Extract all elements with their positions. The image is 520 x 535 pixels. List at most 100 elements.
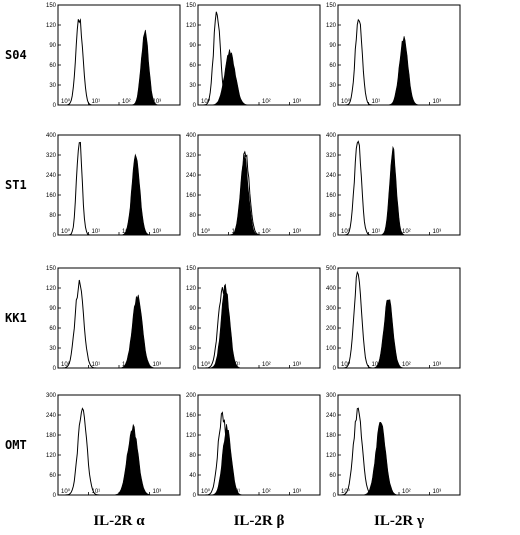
- y-tick-label: 240: [326, 173, 337, 179]
- stained-histogram: [338, 36, 460, 106]
- y-tick-label: 30: [189, 346, 196, 352]
- y-tick-label: 300: [326, 393, 337, 399]
- x-tick-label: 10¹: [92, 229, 101, 235]
- x-tick-label: 10¹: [92, 362, 101, 368]
- y-tick-label: 0: [193, 103, 197, 109]
- y-tick-label: 400: [46, 133, 57, 139]
- x-tick-label: 10³: [293, 229, 302, 235]
- panel-kk1-il-2r: 0 100 200 300 400 500 10⁰ 10¹ 10² 10³: [326, 266, 461, 372]
- x-tick-label: 10¹: [232, 489, 241, 495]
- control-histogram: [58, 407, 180, 496]
- x-tick-label: 10⁰: [341, 228, 351, 235]
- y-tick-label: 100: [326, 346, 337, 352]
- x-tick-label: 10²: [402, 229, 411, 235]
- y-tick-label: 40: [189, 473, 196, 479]
- y-tick-label: 400: [326, 133, 337, 139]
- y-tick-label: 120: [186, 433, 197, 439]
- x-tick-label: 10³: [293, 362, 302, 368]
- x-tick-label: 10²: [262, 489, 271, 495]
- x-tick-label: 10²: [262, 229, 271, 235]
- y-tick-label: 160: [46, 193, 57, 199]
- x-tick-label: 10³: [433, 362, 442, 368]
- y-tick-label: 0: [193, 233, 197, 239]
- y-tick-label: 80: [189, 213, 196, 219]
- x-tick-label: 10¹: [232, 99, 241, 105]
- y-tick-label: 60: [189, 326, 196, 332]
- column-label-il-2r: IL-2R α: [93, 513, 145, 529]
- x-tick-label: 10⁰: [341, 488, 351, 495]
- panel-s04-il-2r: 0 30 60 90 120 150 10⁰ 10¹ 10² 10³: [326, 3, 461, 109]
- y-tick-label: 90: [49, 43, 56, 49]
- y-tick-label: 120: [326, 453, 337, 459]
- stained-histogram: [58, 153, 180, 236]
- y-tick-label: 180: [46, 433, 57, 439]
- panel-frame: [197, 267, 321, 369]
- panel-omt-il-2r: 0 40 80 120 160 200 10⁰ 10¹ 10² 10³: [186, 393, 321, 499]
- panel-st1-il-2r: 0 80 160 240 320 400 10⁰ 10¹ 10² 10³: [186, 133, 321, 239]
- control-histogram: [338, 407, 460, 496]
- y-tick-label: 0: [333, 233, 337, 239]
- stained-histogram: [198, 154, 320, 236]
- y-tick-label: 150: [186, 3, 197, 9]
- panel-frame: [57, 394, 181, 496]
- y-tick-label: 320: [326, 153, 337, 159]
- row-label-s04: S04: [5, 48, 27, 62]
- y-tick-label: 60: [329, 473, 336, 479]
- y-tick-label: 200: [326, 326, 337, 332]
- x-tick-label: 10⁰: [201, 228, 211, 235]
- panel-frame: [197, 394, 321, 496]
- y-tick-label: 0: [53, 103, 57, 109]
- x-tick-label: 10²: [262, 362, 271, 368]
- panel-omt-il-2r: 0 60 120 180 240 300 10⁰ 10¹ 10² 10³: [46, 393, 181, 499]
- x-tick-label: 10⁰: [201, 98, 211, 105]
- y-tick-label: 30: [189, 83, 196, 89]
- column-label-il-2r: IL-2R β: [234, 513, 285, 529]
- y-tick-label: 240: [46, 173, 57, 179]
- panel-frame: [57, 4, 181, 106]
- row-label-kk1: KK1: [5, 311, 27, 325]
- panel-s04-il-2r: 0 30 60 90 120 150 10⁰ 10¹ 10² 10³: [46, 3, 181, 109]
- x-tick-label: 10³: [433, 99, 442, 105]
- panel-frame: [197, 4, 321, 106]
- y-tick-label: 60: [49, 326, 56, 332]
- panel-kk1-il-2r: 0 30 60 90 120 150 10⁰ 10¹ 10² 10³: [46, 266, 181, 372]
- y-tick-label: 120: [46, 453, 57, 459]
- x-tick-label: 10³: [153, 229, 162, 235]
- x-tick-label: 10⁰: [61, 98, 71, 105]
- stained-histogram: [338, 299, 460, 369]
- y-tick-label: 500: [326, 266, 337, 272]
- x-tick-label: 10²: [122, 229, 131, 235]
- x-tick-label: 10⁰: [201, 361, 211, 368]
- x-tick-label: 10²: [122, 489, 131, 495]
- y-tick-label: 0: [53, 233, 57, 239]
- x-tick-label: 10¹: [372, 362, 381, 368]
- y-tick-label: 240: [186, 173, 197, 179]
- y-tick-label: 200: [186, 393, 197, 399]
- y-tick-label: 90: [189, 306, 196, 312]
- y-tick-label: 160: [186, 413, 197, 419]
- x-tick-label: 10⁰: [201, 488, 211, 495]
- y-tick-label: 160: [186, 193, 197, 199]
- x-tick-label: 10³: [293, 489, 302, 495]
- panel-frame: [197, 134, 321, 236]
- y-tick-label: 90: [329, 43, 336, 49]
- x-tick-label: 10³: [153, 362, 162, 368]
- control-histogram: [58, 18, 180, 106]
- y-tick-label: 240: [46, 413, 57, 419]
- y-tick-label: 300: [326, 306, 337, 312]
- y-tick-label: 160: [326, 193, 337, 199]
- control-histogram: [338, 270, 460, 369]
- y-tick-label: 0: [333, 103, 337, 109]
- y-tick-label: 0: [333, 493, 337, 499]
- y-tick-label: 30: [49, 83, 56, 89]
- y-tick-label: 120: [186, 286, 197, 292]
- x-tick-label: 10³: [433, 489, 442, 495]
- panel-frame: [337, 394, 461, 496]
- x-tick-label: 10²: [402, 362, 411, 368]
- panel-omt-il-2r: 0 60 120 180 240 300 10⁰ 10¹ 10² 10³: [326, 393, 461, 499]
- x-tick-label: 10⁰: [341, 98, 351, 105]
- y-tick-label: 150: [326, 3, 337, 9]
- x-tick-label: 10¹: [372, 99, 381, 105]
- y-tick-label: 60: [329, 63, 336, 69]
- y-tick-label: 0: [193, 493, 197, 499]
